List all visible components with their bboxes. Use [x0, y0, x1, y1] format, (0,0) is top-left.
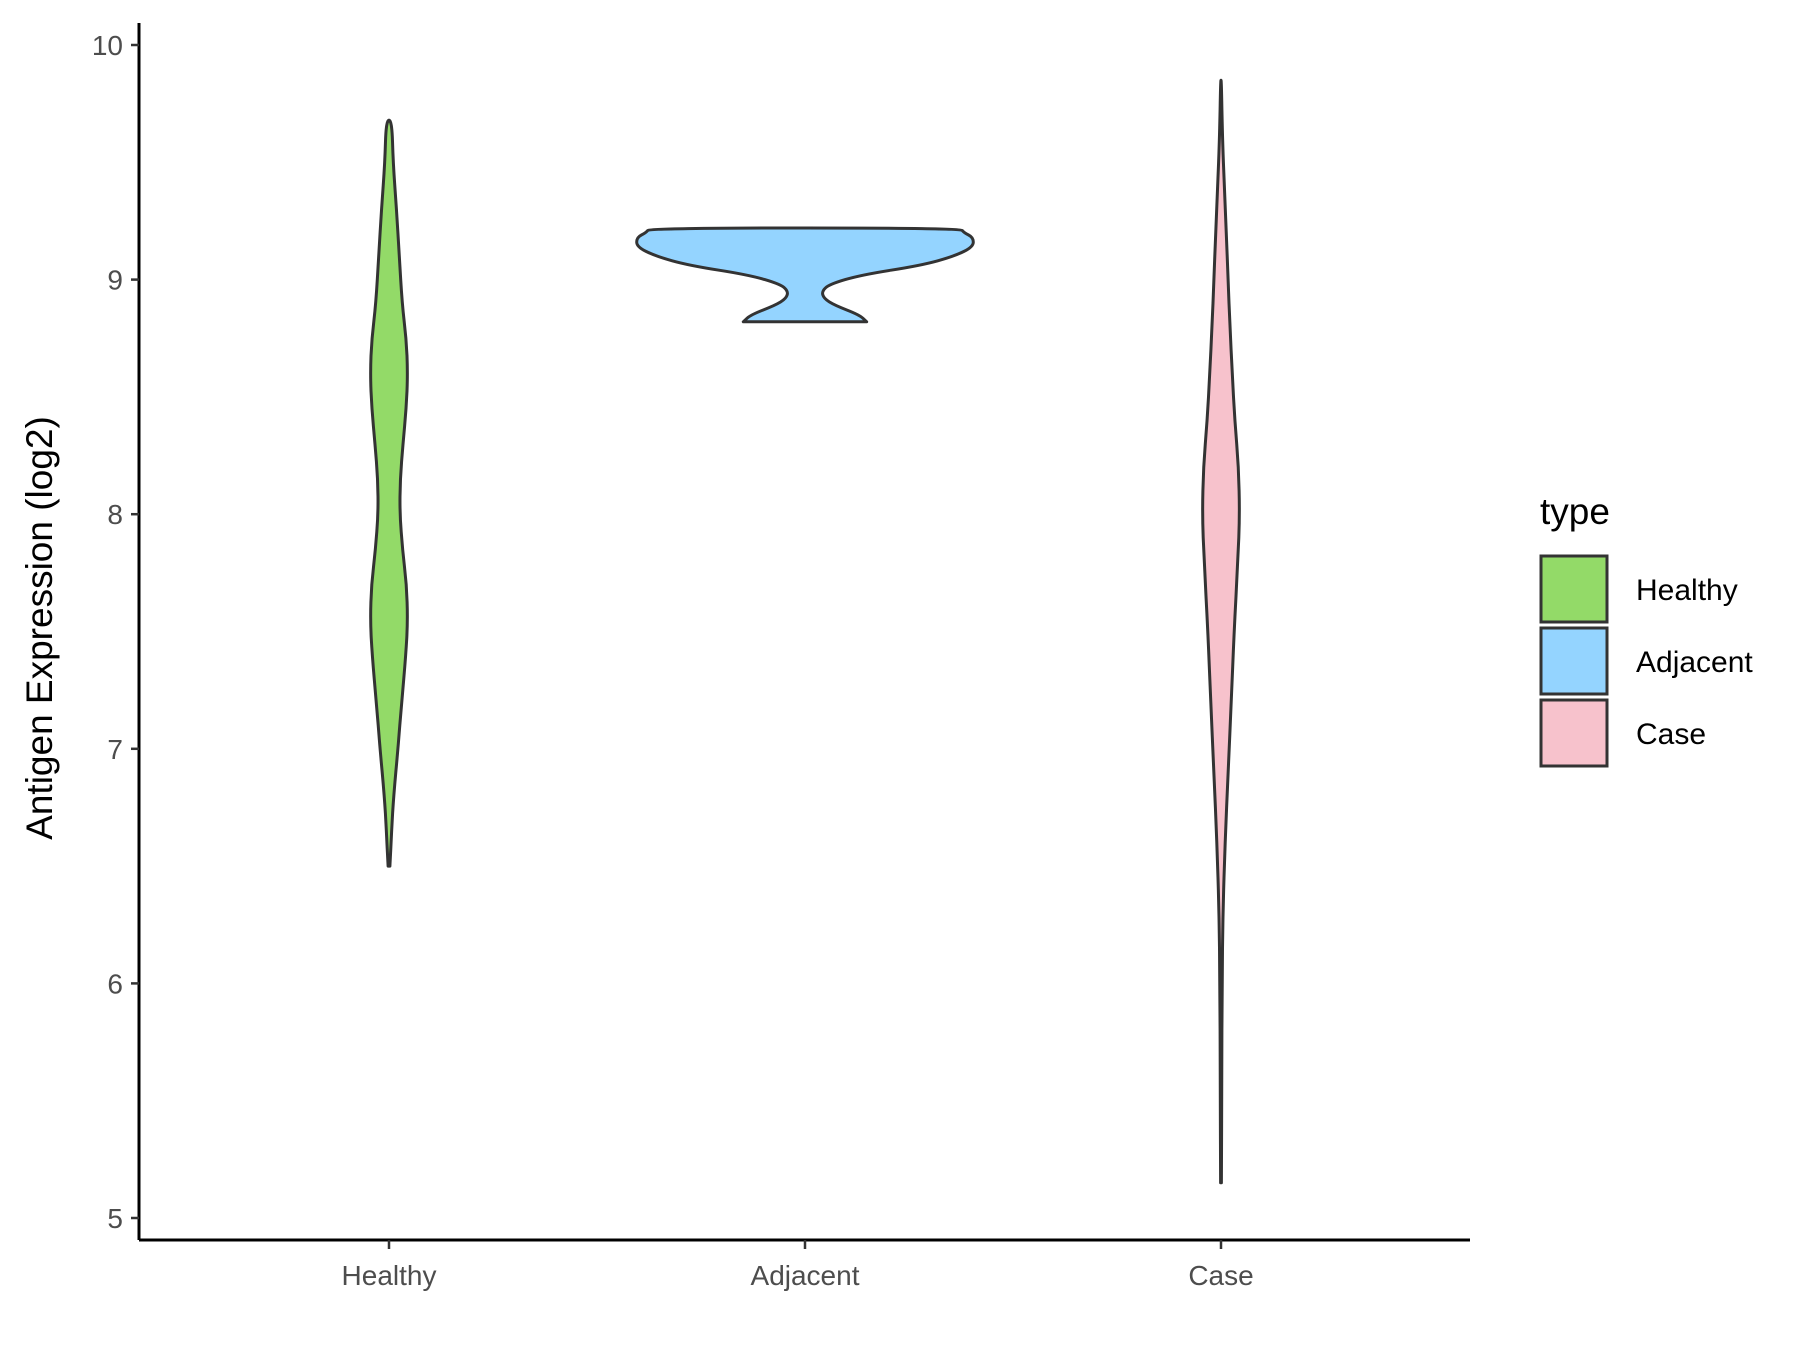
- y-tick-label: 8: [107, 499, 123, 530]
- violin-adjacent: [635, 226, 975, 324]
- y-tick-label: 7: [107, 734, 123, 765]
- x-tick-label: Case: [1188, 1260, 1253, 1291]
- y-ticks: 5 6 7 8 9 10: [92, 30, 139, 1234]
- legend-label-adjacent: Adjacent: [1636, 646, 1753, 679]
- x-tick-label: Adjacent: [751, 1260, 860, 1291]
- violin-case: [1201, 78, 1241, 1185]
- legend-label-healthy: Healthy: [1636, 574, 1738, 607]
- legend-items: Healthy Adjacent Case: [1539, 554, 1753, 768]
- axes-layer: [137, 23, 1470, 1242]
- violin-healthy: [369, 118, 409, 868]
- legend-swatch-adjacent: [1539, 626, 1609, 696]
- y-tick-label: 10: [92, 30, 123, 61]
- y-tick-label: 5: [107, 1203, 123, 1234]
- y-tick-label: 9: [107, 265, 123, 296]
- legend-label-case: Case: [1636, 718, 1706, 751]
- legend-swatch-case: [1539, 698, 1609, 768]
- legend: type Healthy Adjacent Case: [1539, 491, 1753, 768]
- x-tick-label: Healthy: [342, 1260, 437, 1291]
- y-tick-label: 6: [107, 968, 123, 999]
- y-axis-title: Antigen Expression (log2): [19, 416, 60, 840]
- legend-swatch-healthy: [1539, 554, 1609, 624]
- violin-layer: [369, 78, 1241, 1185]
- x-ticks: Healthy Adjacent Case: [342, 1240, 1254, 1291]
- legend-title: type: [1540, 491, 1610, 532]
